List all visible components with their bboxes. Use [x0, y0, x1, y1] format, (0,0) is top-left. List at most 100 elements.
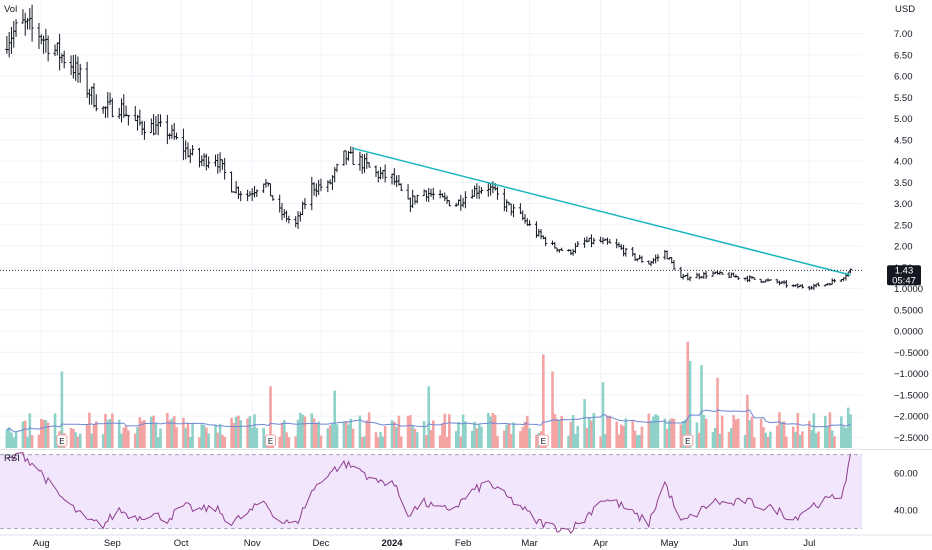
price-bar [9, 27, 14, 54]
rsi-band [0, 454, 862, 529]
price-bar [748, 275, 752, 283]
volume-bar [230, 417, 233, 448]
volume-bar [668, 419, 671, 448]
volume-bar [14, 431, 18, 448]
price-bar [521, 210, 525, 221]
price-axis-tick: 2.50 [894, 220, 913, 231]
volume-bar [631, 420, 635, 448]
price-bar [174, 132, 179, 140]
volume-bar [415, 432, 419, 448]
volume-bar [301, 414, 304, 448]
volume-bar [461, 414, 465, 448]
price-bar [335, 163, 339, 173]
price-bar [374, 165, 378, 177]
volume-bar [303, 416, 307, 448]
price-bar [800, 284, 804, 289]
volume-bar [317, 421, 320, 448]
volume-bar [150, 416, 153, 448]
volume-bar [198, 437, 201, 448]
volume-bar [250, 427, 254, 448]
volume-bar [342, 422, 346, 448]
price-badge-value: 1.43 [895, 265, 914, 276]
volume-bar [778, 412, 781, 448]
volume-bar [154, 423, 158, 448]
price-badge-countdown: 05:47 [892, 275, 916, 286]
volume-bar [663, 418, 667, 448]
volume-bar [280, 422, 284, 448]
volume-bar [294, 436, 298, 448]
volume-bar [523, 421, 527, 448]
price-bar [576, 240, 580, 247]
volume-bar [104, 413, 107, 448]
price-bar [619, 244, 623, 251]
price-bar [539, 229, 543, 240]
earnings-marker[interactable]: E [265, 434, 277, 447]
price-bar [411, 189, 415, 208]
volume-bar [748, 420, 751, 448]
earnings-marker[interactable]: E [56, 434, 68, 447]
price-axis-tick: −1.5000 [894, 390, 929, 401]
price-bar [223, 157, 227, 180]
volume-bar [262, 427, 265, 448]
price-bar [94, 94, 98, 112]
price-bar [718, 271, 722, 275]
volume-bar [156, 437, 160, 448]
volume-bar [443, 413, 447, 448]
volume-bar [202, 424, 206, 448]
price-bar [314, 183, 318, 197]
volume-bar [5, 429, 9, 448]
price-axis-tick: 3.00 [894, 199, 913, 210]
volume-bar [849, 414, 852, 448]
price-bar [759, 278, 763, 284]
price-axis: 7.00 6.50 6.00 5.50 5.00 4.50 4.00 3.50 3.00 2.50… [894, 29, 929, 444]
volume-bar [39, 418, 43, 448]
volume-bar [718, 433, 722, 448]
time-axis: Aug Sep Oct Nov Dec 2024 Feb Mar Apr May Jun Jul [33, 538, 816, 549]
price-bar [204, 153, 208, 171]
volume-bar [477, 424, 481, 448]
volume-bar [335, 424, 339, 448]
price-bar [90, 86, 94, 105]
price-bar [424, 190, 429, 202]
price-axis-tick: 7.00 [894, 29, 913, 40]
price-axis-tick: 2.00 [894, 242, 913, 253]
volume-bar [136, 427, 139, 448]
volume-bar [475, 428, 479, 448]
price-bar [158, 114, 163, 127]
price-bar [296, 211, 300, 229]
volume-bar [496, 436, 499, 448]
volume-bar [367, 412, 371, 448]
price-bar [608, 239, 612, 244]
earnings-marker-label: E [59, 437, 64, 446]
earnings-marker[interactable]: E [537, 434, 549, 447]
price-bar [110, 98, 114, 118]
volume-bar [824, 416, 827, 448]
volume-bar [326, 428, 330, 448]
price-bar [651, 258, 655, 264]
price-axis-tick: −0.5000 [894, 348, 929, 359]
price-bar [679, 266, 683, 278]
volume-bar [328, 425, 332, 448]
volume-bar [830, 430, 834, 448]
volume-bar [681, 421, 685, 448]
price-bar [624, 247, 628, 257]
volume-bar [85, 424, 89, 448]
price-bar [202, 153, 206, 167]
earnings-marker[interactable]: E [682, 434, 694, 447]
price-bar [431, 187, 435, 200]
volume-bar [656, 415, 660, 448]
volume-bar [399, 436, 403, 448]
volume-bar [480, 426, 483, 448]
volume-bar [200, 424, 204, 448]
trendline[interactable] [352, 147, 851, 276]
volume-bar [828, 412, 832, 448]
price-badge-bg [887, 265, 921, 286]
volume-bar [647, 413, 651, 448]
volume-bar [734, 419, 738, 448]
price-bar [422, 189, 426, 197]
volume-bar [487, 412, 490, 448]
price-bar [775, 278, 779, 284]
